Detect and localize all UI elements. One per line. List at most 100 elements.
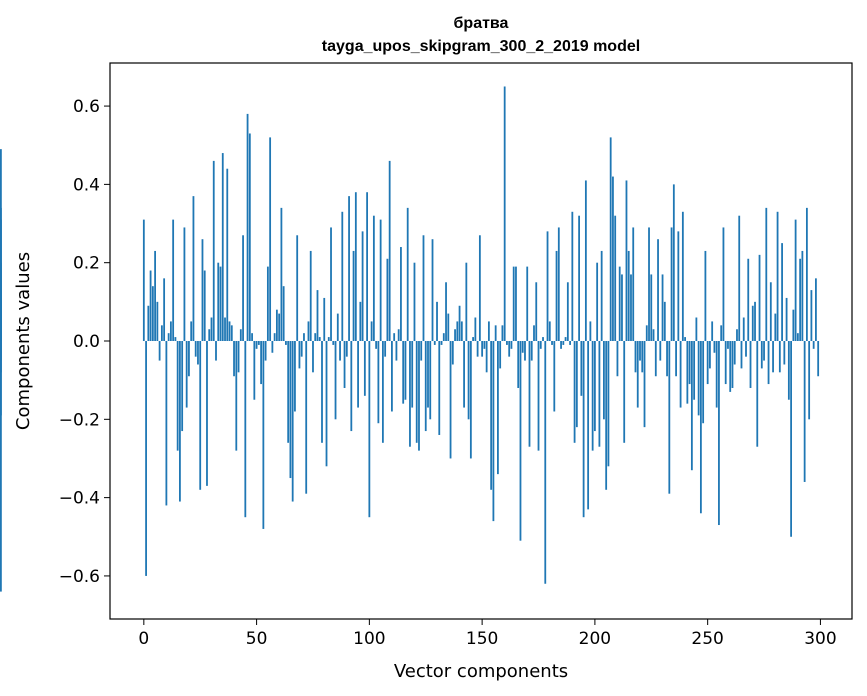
bar-79 <box>321 341 323 443</box>
bar-28 <box>206 341 208 486</box>
bar-215 <box>627 250 630 341</box>
bar-55 <box>266 266 269 341</box>
bar-207 <box>609 137 612 341</box>
bar-10 <box>165 341 168 506</box>
bar-261 <box>731 341 734 388</box>
bar-277 <box>767 341 770 385</box>
bar-149 <box>478 235 481 341</box>
bar-232 <box>666 341 668 377</box>
bar-63 <box>285 341 287 345</box>
bar-57 <box>271 341 274 353</box>
bar-186 <box>562 341 565 345</box>
bar-53 <box>262 341 265 529</box>
bar-137 <box>451 341 454 365</box>
bar-200 <box>593 341 596 432</box>
bar-154 <box>490 341 493 490</box>
bar-33 <box>217 262 220 341</box>
bar-1 <box>145 341 147 576</box>
bar-105 <box>379 219 382 341</box>
bar-126 <box>427 341 429 408</box>
bar-167 <box>519 341 522 541</box>
bar-110 <box>391 341 393 412</box>
bar-72 <box>305 341 308 494</box>
bar-43 <box>239 329 242 341</box>
bar-114 <box>400 247 402 341</box>
bar-184 <box>557 227 560 341</box>
bar-231 <box>663 301 666 341</box>
bar-226 <box>652 329 655 341</box>
bar-49 <box>253 341 256 400</box>
bar-269 <box>749 341 752 388</box>
bar-188 <box>566 282 569 341</box>
bar-139 <box>456 321 459 341</box>
bar-35 <box>221 153 224 341</box>
bar-297 <box>812 341 815 349</box>
bar-44 <box>242 235 244 341</box>
plot-frame <box>109 62 853 620</box>
bar-17 <box>181 341 184 432</box>
bar-273 <box>758 254 761 341</box>
bar-undefined <box>0 149 2 341</box>
bar-160 <box>503 86 506 342</box>
y-tick-label: −0.4 <box>59 489 100 509</box>
bar-172 <box>530 341 533 361</box>
bar-144 <box>467 341 470 420</box>
bar-260 <box>729 341 732 392</box>
bar-242 <box>688 341 691 385</box>
bar-255 <box>718 341 720 526</box>
bar-81 <box>325 341 328 467</box>
bar-272 <box>756 341 759 447</box>
bar-45 <box>244 341 247 518</box>
bar-249 <box>704 250 707 341</box>
bar-142 <box>463 341 465 408</box>
bar-89 <box>343 341 346 388</box>
bar-266 <box>742 317 745 341</box>
bar-199 <box>591 341 594 451</box>
bar-292 <box>801 250 804 341</box>
x-tick-label: 100 <box>353 629 385 649</box>
bar-123 <box>420 341 423 361</box>
bar-88 <box>341 211 344 341</box>
bar-177 <box>542 337 544 341</box>
bar-23 <box>194 341 197 357</box>
bar-235 <box>672 184 675 341</box>
bar-109 <box>388 160 391 341</box>
bar-119 <box>411 341 414 408</box>
bar-197 <box>587 341 590 510</box>
bar-192 <box>575 341 578 428</box>
x-tick-label: 200 <box>579 629 611 649</box>
bar-234 <box>670 227 673 341</box>
bar-74 <box>309 250 312 341</box>
bar-210 <box>616 341 619 377</box>
bar-70 <box>300 341 303 357</box>
bar-69 <box>298 341 301 369</box>
bar-193 <box>578 215 580 341</box>
bar-102 <box>372 215 375 341</box>
bar-62 <box>282 286 285 341</box>
bar-155 <box>492 341 495 522</box>
bar-171 <box>528 341 531 447</box>
bar-294 <box>805 207 808 341</box>
bar-141 <box>460 321 463 341</box>
bar-41 <box>235 341 238 451</box>
bar-158 <box>499 341 502 369</box>
bar-281 <box>776 211 779 341</box>
bar-13 <box>172 219 175 341</box>
bar-125 <box>424 341 427 432</box>
bar-124 <box>422 235 425 341</box>
bar-27 <box>203 270 206 341</box>
bar-168 <box>521 341 524 353</box>
bar-295 <box>808 341 811 420</box>
bar-201 <box>596 262 599 341</box>
bar-135 <box>447 313 450 341</box>
bar-104 <box>377 341 380 424</box>
bar-228 <box>657 239 659 341</box>
bar-248 <box>702 341 705 424</box>
bar-159 <box>501 325 504 341</box>
bar-233 <box>668 341 671 494</box>
bar-95 <box>357 341 359 408</box>
bar-133 <box>442 333 445 341</box>
bar-219 <box>636 341 639 408</box>
bars-group <box>0 86 820 592</box>
bar-270 <box>751 305 754 341</box>
